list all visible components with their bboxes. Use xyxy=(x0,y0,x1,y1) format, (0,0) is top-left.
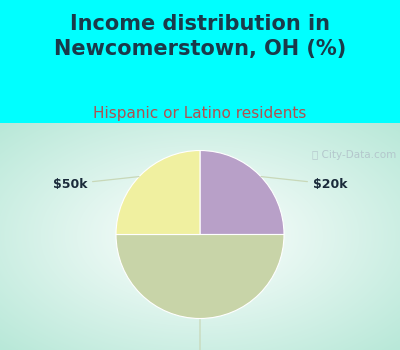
Text: ⓘ City-Data.com: ⓘ City-Data.com xyxy=(312,150,396,160)
Text: $10k: $10k xyxy=(183,320,217,350)
Wedge shape xyxy=(200,150,284,234)
Text: $20k: $20k xyxy=(261,177,348,191)
Text: Hispanic or Latino residents: Hispanic or Latino residents xyxy=(93,106,307,121)
Text: Income distribution in
Newcomerstown, OH (%): Income distribution in Newcomerstown, OH… xyxy=(54,14,346,59)
Text: $50k: $50k xyxy=(52,177,139,191)
Wedge shape xyxy=(116,234,284,318)
Wedge shape xyxy=(116,150,200,234)
